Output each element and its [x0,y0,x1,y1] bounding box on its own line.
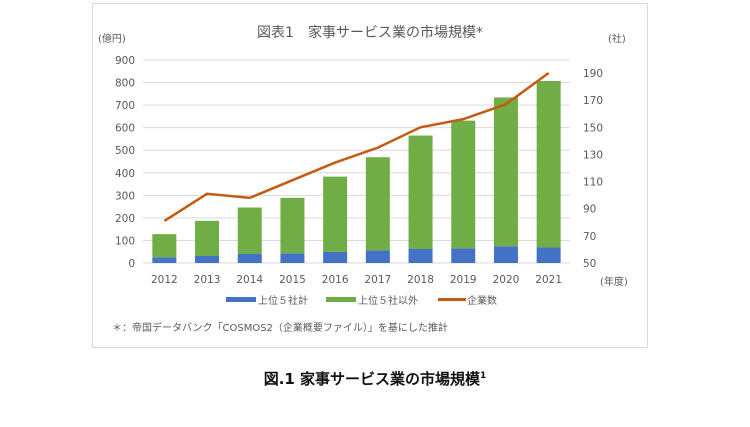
x-tick-label: 2021 [535,274,562,286]
bar-top5 [152,257,177,263]
y-tick-label: 100 [115,235,135,247]
legend-swatch-others [326,297,356,302]
bar-top5 [493,246,518,263]
y-tick-label: 300 [115,190,135,202]
y2-axis-label: (社) [608,32,626,45]
bar-others [280,197,305,254]
legend-label-top5: 上位５社計 [258,294,308,307]
bar-others [237,207,262,254]
y-tick-label: 0 [128,258,135,270]
y-tick-label: 900 [115,55,135,67]
source-note: ＊：帝国データバンク「COSMOS2（企業概要ファイル）」を基にした推計 [112,321,448,334]
legend-swatch-count [438,298,466,301]
x-tick-label: 2013 [194,274,221,286]
bar-top5 [280,253,305,263]
bar-others [451,120,476,249]
x-tick-label: 2017 [364,274,391,286]
caption-footnote: 1 [480,371,487,381]
x-tick-label: 2014 [236,274,263,286]
bar-others [408,135,433,250]
figure-caption: 図.1 家事サービス業の市場規模1 [0,368,750,389]
y2-tick-label: 190 [583,68,603,80]
y2-tick-label: 50 [583,258,596,270]
bar-top5 [451,248,476,263]
y2-tick-label: 150 [583,122,603,134]
y2-tick-label: 70 [583,231,596,243]
bar-top5 [195,256,220,263]
legend-label-others: 上位５社以外 [358,294,418,307]
bar-top5 [237,253,262,263]
x-axis-label: (年度) [600,275,628,288]
y-axis-label: (億円) [98,32,126,45]
x-tick-label: 2018 [407,274,434,286]
line-company-count [163,71,550,222]
legend: 上位５社計 上位５社以外 企業数 [226,294,497,307]
caption-text: 図.1 家事サービス業の市場規模 [263,370,481,388]
y-tick-label: 700 [115,100,135,112]
y2-tick-label: 130 [583,149,603,161]
y-tick-label: 500 [115,145,135,157]
y2-tick-label: 90 [583,204,596,216]
legend-swatch-top5 [226,297,256,302]
y-tick-label: 800 [115,78,135,90]
x-tick-label: 2012 [151,274,178,286]
legend-label-count: 企業数 [467,294,497,307]
x-tick-label: 2019 [450,274,477,286]
bar-others [195,220,220,257]
bar-top5 [408,249,433,263]
x-tick-label: 2015 [279,274,306,286]
chart-title: 図表1 家事サービス業の市場規模* [257,24,483,41]
bar-others [536,80,561,248]
chart: 図表1 家事サービス業の市場規模* (億円) (社) (年度) 0 100 200 3… [98,24,628,334]
x-tick-label: 2020 [493,274,520,286]
bar-others [493,97,518,247]
x-tick-label: 2016 [322,274,349,286]
y2-tick-label: 110 [583,177,603,189]
bar-top5 [323,251,348,263]
bar-top5 [536,247,561,263]
bar-others [323,176,348,252]
y-tick-label: 600 [115,123,135,135]
y-tick-label: 200 [115,213,135,225]
bar-others [365,157,390,251]
bar-others [152,234,177,258]
chart-frame [92,3,648,348]
bar-top5 [365,250,390,263]
y2-tick-label: 170 [583,95,603,107]
y-tick-label: 400 [115,168,135,180]
